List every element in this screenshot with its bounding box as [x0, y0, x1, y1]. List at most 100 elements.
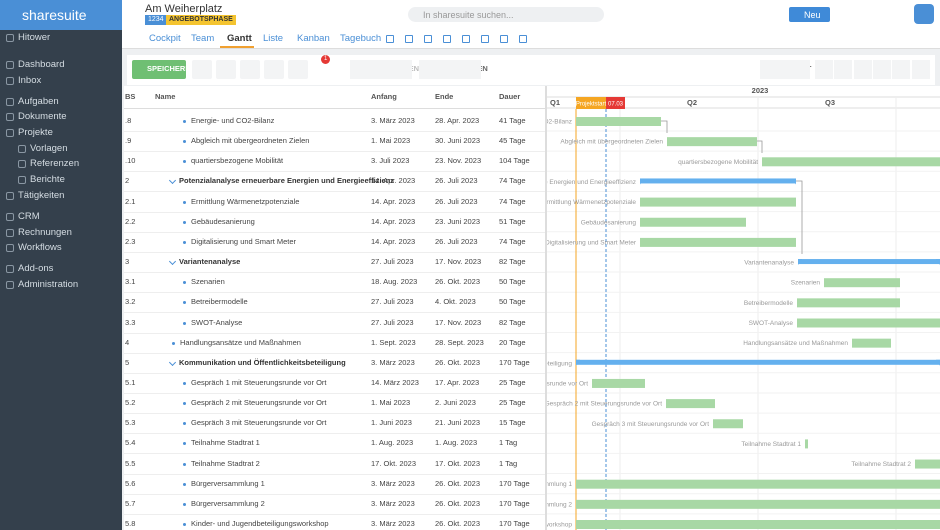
sidebar-icon	[6, 265, 14, 273]
duration: 1 Tag	[499, 458, 518, 468]
tab[interactable]: Tagebuch	[340, 33, 382, 44]
start-date: 27. Juli 2023	[371, 317, 414, 327]
bar-label: Handlungsansätze und Maßnahmen	[743, 340, 848, 347]
end-date: 30. Juni 2023	[435, 136, 481, 146]
bar-label: Betreibermodelle	[744, 300, 794, 307]
row-line	[124, 272, 545, 274]
bar-label: Szenarien	[791, 280, 821, 287]
tab[interactable]: Liste	[263, 33, 284, 44]
tab[interactable]: Kanban	[297, 33, 330, 44]
start-date: 3. März 2023	[371, 357, 415, 367]
sidebar-icon	[6, 213, 14, 221]
sidebar-item[interactable]: Dashboard	[18, 59, 65, 70]
new-label[interactable]: Neu	[804, 10, 821, 20]
sidebar-item[interactable]: Aufgaben	[18, 96, 59, 107]
task-bar	[915, 459, 940, 469]
header-line	[124, 108, 545, 109]
wbs: 5	[125, 357, 130, 367]
start-date: 3. März 2023	[371, 116, 415, 125]
sidebar-item[interactable]: Add-ons	[18, 263, 54, 274]
task-name: Kommunikation und Öffentlichkeitsbeteili…	[179, 357, 346, 367]
tab[interactable]: Cockpit	[149, 33, 181, 44]
bar-label: Potenzialanalyse erneuerbare Energien un…	[547, 179, 636, 186]
wbs: 2.1	[125, 196, 136, 206]
sidebar-item[interactable]: Projekte	[18, 127, 53, 138]
task-name: Handlungsansätze und Maßnahmen	[180, 337, 301, 347]
start-date: 1. Aug. 2023	[371, 438, 414, 448]
bullet	[183, 502, 186, 506]
avatar[interactable]	[914, 4, 934, 24]
logo: sharesuite	[22, 7, 87, 23]
sidebar-item[interactable]: Workflows	[18, 242, 62, 253]
start-date: 14. Apr. 2023	[371, 176, 416, 186]
task-bar	[576, 479, 940, 489]
sidebar-item[interactable]: Dokumente	[18, 111, 67, 122]
column-header: Dauer	[499, 92, 521, 101]
task-name: Ermittlung Wärmenetzpotenziale	[191, 196, 300, 206]
sidebar-item[interactable]: Tätigkeiten	[18, 190, 65, 201]
nav-button	[815, 60, 833, 79]
duration: 82 Tage	[499, 257, 526, 267]
marker-today	[606, 97, 625, 109]
start-date: 14. März 2023	[371, 377, 419, 387]
row-line	[124, 312, 545, 314]
year-label: 2023	[752, 86, 769, 95]
task-name: Szenarien	[191, 277, 225, 287]
sidebar-icon	[6, 77, 14, 85]
search-box[interactable]	[408, 7, 604, 22]
end-date: 26. Juli 2023	[435, 176, 478, 186]
duration: 20 Tage	[499, 337, 526, 347]
row-line	[124, 231, 545, 233]
bar-label: Digitalisierung und Smart Meter	[547, 239, 637, 246]
logo-bar	[0, 0, 122, 30]
tool-button	[192, 60, 212, 79]
task-name: Energie- und CO2-Bilanz	[191, 116, 275, 125]
row-line	[124, 171, 545, 173]
bar-label: Variantenanalyse	[744, 260, 794, 267]
bar-label: Gespräch 3 mit Steuerungsrunde vor Ort	[592, 421, 710, 428]
sidebar-item[interactable]: CRM	[18, 211, 40, 222]
bar-label: Kommunikation und Öffentlichkeitsbeteili…	[547, 359, 572, 367]
duration: 25 Tage	[499, 398, 526, 408]
sidebar	[0, 0, 122, 530]
row-line	[124, 372, 545, 374]
sidebar-item[interactable]: Administration	[18, 279, 79, 290]
view-button	[760, 60, 810, 79]
save-label[interactable]: SPEICHERN	[147, 64, 191, 73]
sidebar-icon	[6, 244, 14, 252]
sidebar-item[interactable]: Vorlagen	[30, 143, 68, 154]
sidebar-item[interactable]: Inbox	[18, 75, 42, 86]
nav-button	[912, 60, 930, 79]
wbs: 5.8	[125, 519, 136, 528]
duration: 74 Tage	[499, 176, 526, 186]
sidebar-item[interactable]: Berichte	[30, 174, 65, 185]
duration: 74 Tage	[499, 196, 526, 206]
task-bar	[640, 197, 796, 207]
sidebar-item[interactable]: Referenzen	[30, 158, 80, 169]
wbs: 2.3	[125, 236, 136, 246]
end-date: 4. Okt. 2023	[435, 297, 476, 307]
bullet	[183, 140, 186, 144]
task-bar	[576, 499, 940, 509]
start-date: 14. Apr. 2023	[371, 216, 416, 226]
bullet	[183, 442, 186, 446]
row-line	[124, 191, 545, 193]
tab[interactable]: Gantt	[227, 33, 252, 44]
duration: 170 Tage	[499, 519, 530, 528]
sidebar-item[interactable]: Rechnungen	[18, 227, 72, 238]
bullet	[183, 301, 186, 305]
task-name: quartiersbezogene Mobilität	[191, 156, 284, 166]
end-date: 28. Apr. 2023	[435, 116, 480, 125]
bar-label: Abgleich mit übergeordneten Zielen	[560, 139, 663, 146]
save-button[interactable]	[132, 60, 186, 79]
column-header: Anfang	[371, 92, 397, 101]
new-button[interactable]	[789, 7, 830, 22]
task-name: Abgleich mit übergeordneten Zielen	[191, 136, 310, 146]
task-bar	[852, 338, 891, 348]
tab[interactable]: Team	[191, 33, 215, 44]
end-date: 17. Apr. 2023	[435, 377, 480, 387]
sidebar-item[interactable]: Hitower	[18, 32, 51, 43]
end-date: 26. Okt. 2023	[435, 277, 481, 287]
bullet	[183, 422, 186, 426]
bar-label: quartiersbezogene Mobilität	[678, 159, 758, 166]
